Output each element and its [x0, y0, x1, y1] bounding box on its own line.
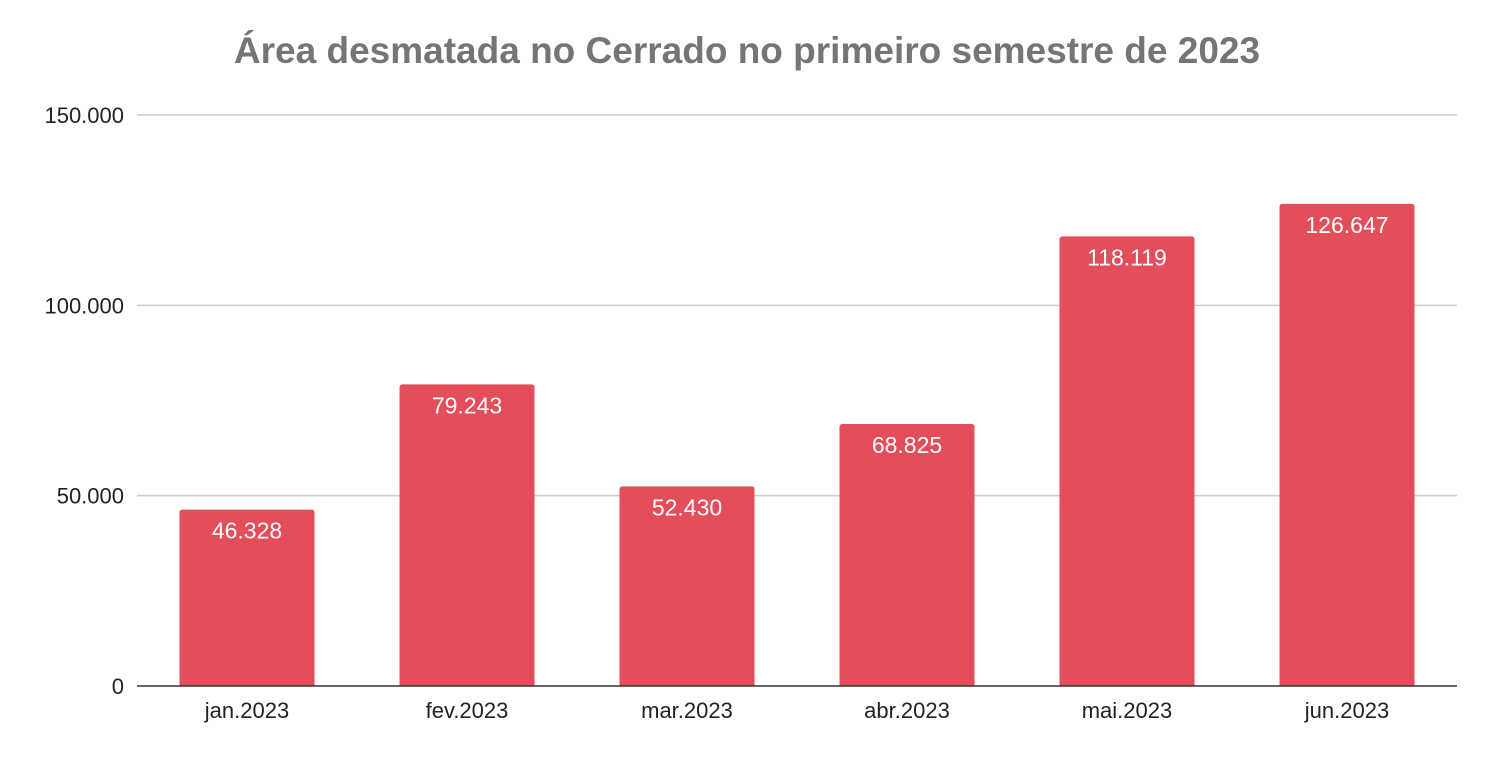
- x-tick-label: mai.2023: [1082, 698, 1173, 723]
- bars: [179, 203, 1415, 686]
- data-labels: 46.328 79.243 52.430 68.825 118.119 126.647: [212, 212, 1389, 544]
- data-label: 79.243: [432, 392, 502, 418]
- data-label: 52.430: [652, 494, 722, 520]
- bar-mar.2023: [619, 486, 755, 686]
- chart-title: Área desmatada no Cerrado no primeiro se…: [233, 30, 1261, 71]
- bar-jun.2023: [1279, 203, 1415, 686]
- y-axis-ticks: 0 50.000 100.000 150.000: [44, 103, 124, 699]
- data-label: 126.647: [1305, 212, 1388, 238]
- x-tick-label: jun.2023: [1304, 698, 1389, 723]
- bar-fev.2023: [399, 384, 535, 686]
- y-tick-label: 0: [112, 674, 124, 699]
- x-tick-label: jan.2023: [204, 698, 289, 723]
- bar-abr.2023: [839, 424, 975, 686]
- bar-mai.2023: [1059, 236, 1195, 686]
- data-label: 68.825: [872, 432, 942, 458]
- y-tick-label: 50.000: [57, 484, 124, 509]
- y-tick-label: 100.000: [44, 293, 124, 318]
- data-label: 46.328: [212, 518, 282, 544]
- data-label: 118.119: [1087, 244, 1167, 270]
- y-tick-label: 150.000: [44, 103, 124, 128]
- gridlines: [137, 114, 1457, 497]
- x-tick-label: fev.2023: [426, 698, 509, 723]
- x-axis-ticks: jan.2023 fev.2023 mar.2023 abr.2023 mai.2023…: [204, 698, 1389, 723]
- x-tick-label: mar.2023: [641, 698, 733, 723]
- bar-jan.2023: [179, 509, 315, 686]
- x-tick-label: abr.2023: [864, 698, 950, 723]
